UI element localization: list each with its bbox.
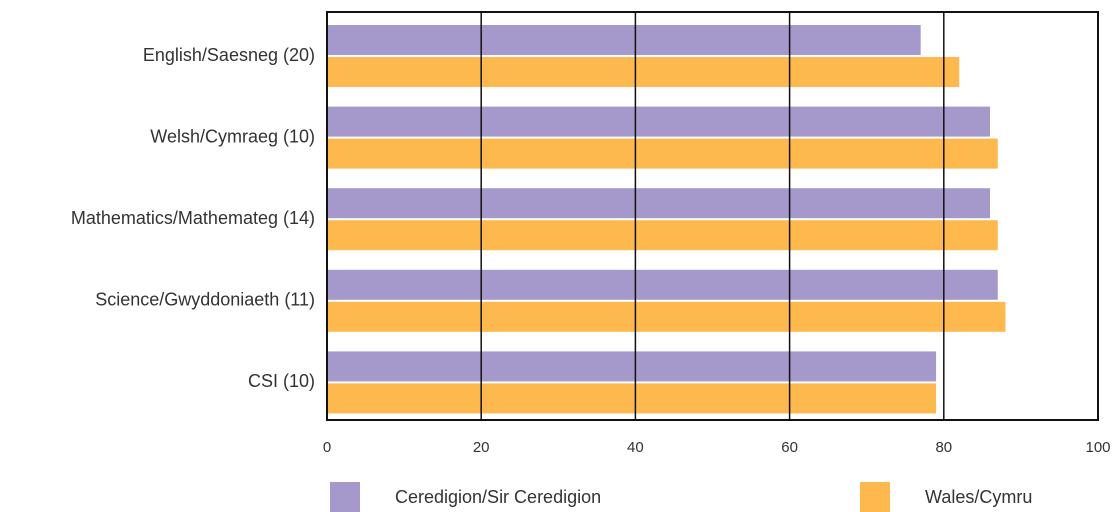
bar <box>327 220 998 251</box>
bar <box>327 25 921 55</box>
bar <box>327 383 937 414</box>
bar <box>327 106 991 137</box>
bar <box>327 351 937 382</box>
x-tick-label: 40 <box>627 439 644 456</box>
x-tick-label: 20 <box>473 439 490 456</box>
bar <box>327 301 1006 332</box>
legend-label: Ceredigion/Sir Ceredigion <box>395 487 601 507</box>
y-tick-label: Welsh/Cymraeg (10) <box>150 126 315 146</box>
legend-swatch <box>330 482 360 512</box>
y-tick-label: CSI (10) <box>248 371 315 391</box>
bar <box>327 57 960 87</box>
y-tick-label: English/Saesneg (20) <box>143 45 315 65</box>
x-tick-label: 0 <box>323 439 331 456</box>
plot-frame <box>326 11 1099 421</box>
bar <box>327 269 998 300</box>
x-tick-label: 60 <box>781 439 798 456</box>
legend-label: Wales/Cymru <box>925 487 1032 507</box>
y-tick-label: Mathematics/Mathemateg (14) <box>71 208 315 228</box>
bar <box>327 138 998 169</box>
legend-swatch <box>860 482 890 512</box>
x-tick-label: 80 <box>935 439 952 456</box>
bar <box>327 188 991 219</box>
x-tick-label: 100 <box>1085 439 1110 456</box>
y-tick-label: Science/Gwyddoniaeth (11) <box>95 290 315 310</box>
